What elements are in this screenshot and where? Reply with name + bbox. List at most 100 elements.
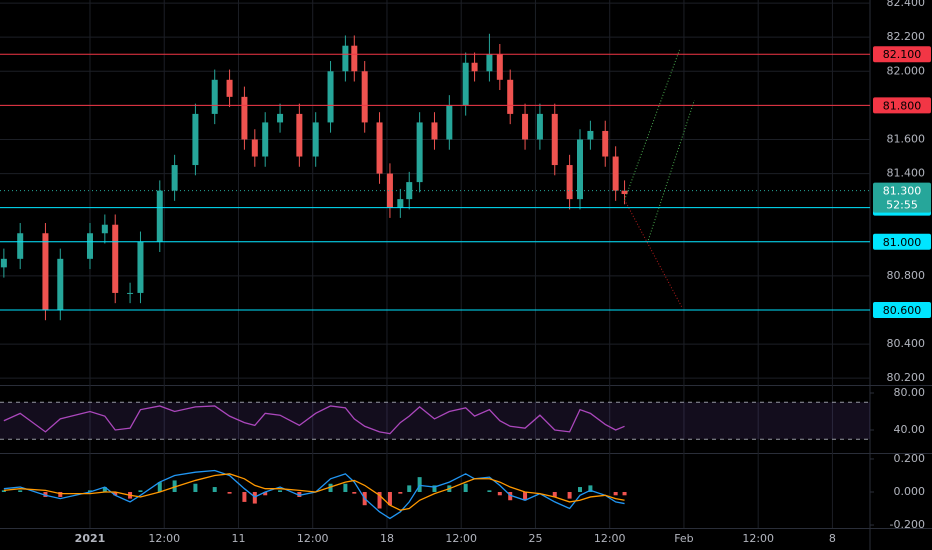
candle-body [416, 122, 423, 183]
x-tick-label: 12:00 [148, 532, 180, 545]
level-label: 80.600 [883, 304, 922, 317]
candle-body [137, 241, 144, 293]
histogram-bar [508, 491, 513, 501]
histogram-bar [523, 491, 528, 501]
histogram-bar [387, 491, 392, 506]
histogram-bar [113, 491, 118, 496]
x-tick-label: Feb [674, 532, 693, 545]
candle-body [226, 79, 233, 97]
histogram-bar [18, 490, 23, 492]
y-tick-label: 82.200 [887, 30, 926, 43]
y-tick-label: 81.600 [887, 132, 926, 145]
candle-body [431, 122, 438, 140]
y-tick-label: 82.000 [887, 64, 926, 77]
candle-body [0, 258, 7, 268]
y-tick-label: 82.400 [887, 0, 926, 9]
candle-body [351, 45, 358, 72]
histogram-bar [212, 487, 217, 492]
histogram-bar [193, 483, 198, 492]
candle-body [241, 96, 248, 140]
x-tick-label: 12:00 [594, 532, 626, 545]
candle-body [57, 258, 64, 310]
histogram-bar [138, 490, 143, 492]
series-line [3, 473, 625, 511]
series-line [3, 405, 625, 435]
y-tick-label: -0.200 [890, 518, 925, 531]
candle-body [342, 45, 349, 72]
histogram-bar [343, 483, 348, 492]
level-label: 81.000 [883, 236, 922, 249]
y-tick-label: 80.00 [894, 386, 926, 399]
candle-body [612, 156, 619, 191]
projection-line [647, 100, 695, 241]
histogram-bar [263, 491, 268, 496]
level-label-bg [873, 301, 931, 318]
candle-body [386, 173, 393, 208]
x-tick-label: 18 [380, 532, 394, 545]
histogram-bar [278, 490, 283, 492]
x-tick-label: 11 [231, 532, 245, 545]
candle-body [446, 105, 453, 140]
candle-body [127, 292, 134, 294]
candle-body [536, 113, 543, 140]
y-tick-label: 80.400 [887, 337, 926, 350]
series-line [3, 469, 625, 520]
histogram-bar [398, 491, 403, 494]
histogram-bar [407, 485, 412, 492]
countdown: 52:55 [886, 199, 918, 212]
histogram-bar [58, 491, 63, 497]
candle-body [496, 54, 503, 80]
candle-body [192, 113, 199, 166]
rsi-band [0, 402, 870, 440]
candle-body [312, 122, 319, 157]
candle-body [251, 139, 258, 157]
candle-body [262, 122, 269, 157]
level-label-bg [873, 46, 931, 63]
histogram-bar [87, 490, 92, 492]
candle-body [17, 233, 24, 259]
x-tick-label: 8 [829, 532, 836, 545]
y-tick-label: 81.400 [887, 167, 926, 180]
histogram-bar [157, 482, 162, 492]
histogram-bar [352, 491, 357, 494]
histogram-bar [172, 480, 177, 492]
candle-body [211, 79, 218, 114]
candle-body [406, 182, 413, 200]
last-price-label: 81.300 [883, 185, 922, 198]
y-tick-label: 80.800 [887, 269, 926, 282]
level-label-bg [873, 97, 931, 114]
candle-body [577, 139, 583, 200]
candle-body [397, 199, 404, 208]
histogram-bar [417, 477, 422, 492]
x-tick-label: 2021 [75, 532, 106, 545]
histogram-bar [242, 491, 247, 502]
histogram-bar [588, 485, 593, 492]
candle-body [602, 130, 609, 157]
y-tick-label: 0.000 [894, 485, 926, 498]
candle-body [296, 113, 303, 157]
histogram-bar [328, 483, 333, 492]
histogram-bar [567, 491, 572, 499]
candle-body [522, 113, 529, 140]
candle-body [566, 165, 573, 200]
candle-body [86, 233, 93, 259]
histogram-bar [487, 490, 492, 492]
histogram-bar [552, 491, 557, 497]
x-tick-label: 25 [528, 532, 542, 545]
histogram-bar [497, 491, 502, 496]
histogram-bar [377, 491, 382, 509]
x-tick-label: 12:00 [297, 532, 329, 545]
projection-line [624, 199, 683, 309]
level-label: 82.100 [883, 48, 922, 61]
candle-body [361, 71, 368, 123]
candle-body [621, 190, 628, 195]
y-tick-label: 40.00 [894, 423, 926, 436]
histogram-bar [1, 490, 6, 492]
candle-body [471, 62, 478, 72]
candle-body [551, 113, 558, 166]
histogram-bar [622, 491, 627, 496]
candle-body [156, 190, 163, 242]
candle-body [277, 113, 284, 123]
